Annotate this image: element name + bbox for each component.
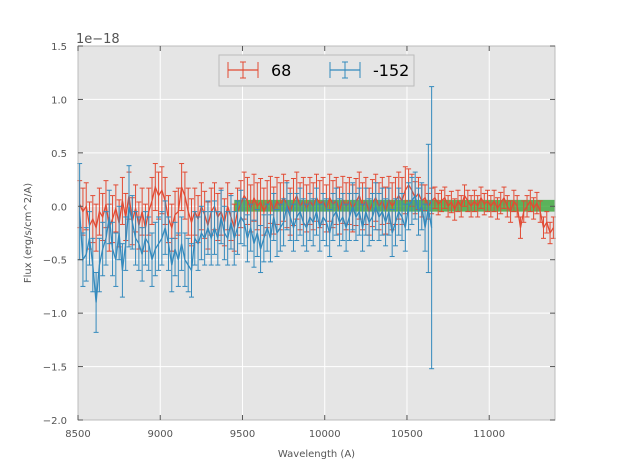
y-tick-label: 0.0: [51, 202, 67, 213]
legend-label-1: -152: [373, 61, 409, 80]
y-tick-label: −0.5: [43, 256, 67, 267]
x-tick-label: 9500: [230, 429, 255, 440]
y-offset-label: 1e−18: [76, 32, 120, 47]
y-axis-label: Flux (erg/s/cm^2/A): [23, 183, 34, 283]
y-tick-label: −1.0: [43, 309, 67, 320]
plot-frame: [77, 45, 556, 421]
y-tick-label: −2.0: [43, 416, 67, 427]
y-tick-label: 1.0: [51, 95, 67, 106]
x-tick-label: 10500: [391, 429, 423, 440]
y-tick-labels: −2.0 −1.5 −1.0 −0.5 0.0 0.5 1.0 1.5: [43, 42, 67, 427]
band-layer: [234, 199, 556, 212]
x-tick-label: 9000: [148, 429, 173, 440]
legend: 68 -152: [218, 54, 415, 87]
green-band: [234, 199, 556, 212]
legend-entry-1: -152: [329, 61, 409, 80]
ticks: [77, 45, 555, 421]
x-tick-label: 11000: [473, 429, 505, 440]
series-layer: [77, 86, 556, 370]
legend-label-0: 68: [271, 61, 291, 80]
legend-entries: 68 -152: [227, 61, 409, 80]
x-tick-labels: 8500 9000 9500 10000 10500 11000: [65, 429, 505, 440]
x-axis-label: Wavelength (A): [278, 449, 355, 460]
y-tick-label: 0.5: [51, 149, 67, 160]
series-line-1: [78, 193, 433, 303]
x-tick-label: 10000: [309, 429, 341, 440]
series-1: [77, 86, 435, 370]
y-tick-label: 1.5: [51, 42, 67, 53]
legend-entry-0: 68: [227, 61, 291, 80]
y-tick-label: −1.5: [43, 363, 67, 374]
x-tick-label: 8500: [65, 429, 90, 440]
